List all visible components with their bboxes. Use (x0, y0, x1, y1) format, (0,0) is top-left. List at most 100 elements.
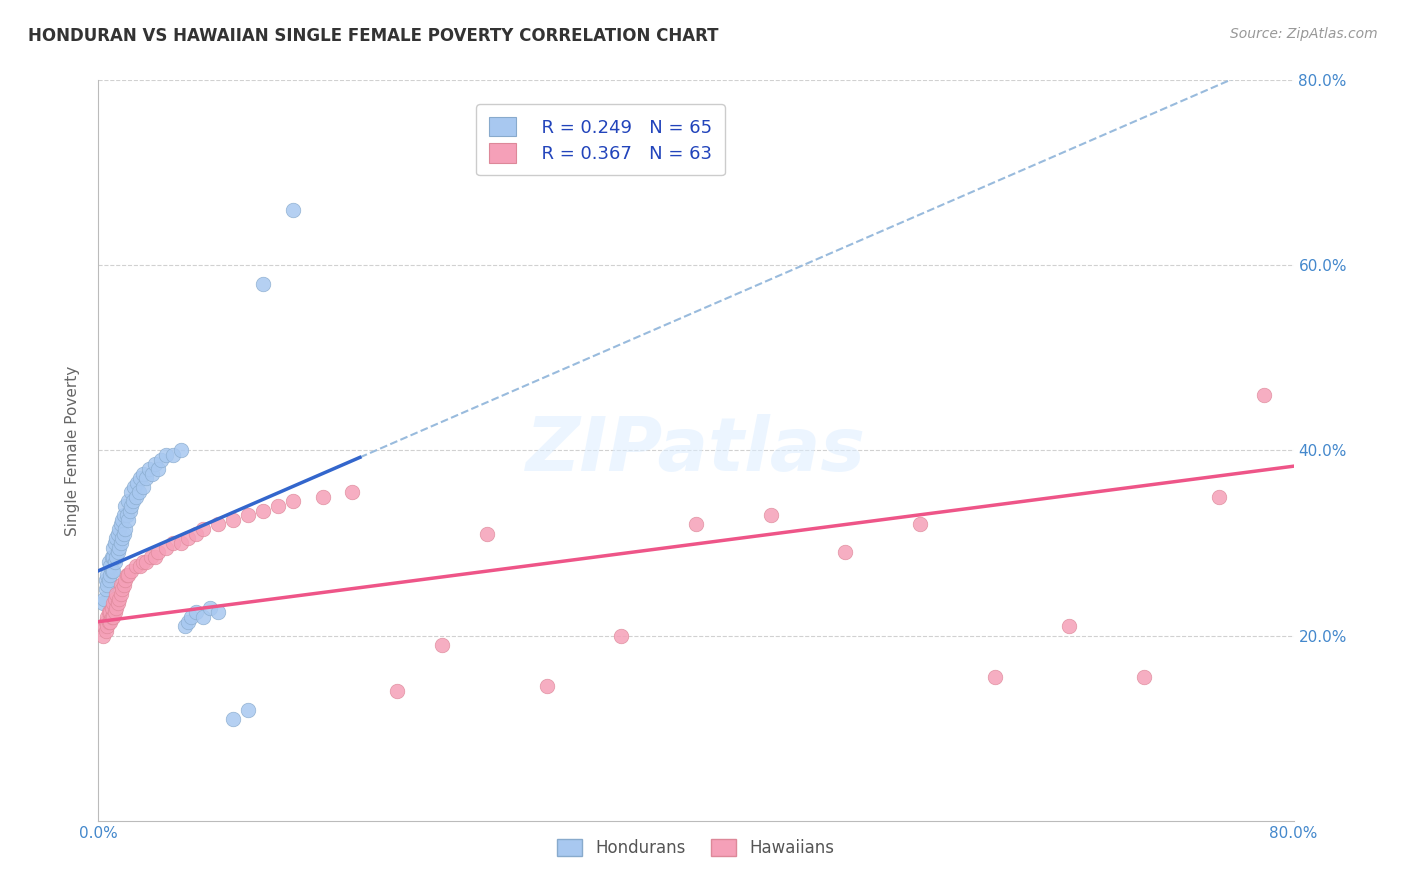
Text: ZIPatlas: ZIPatlas (526, 414, 866, 487)
Point (169, 536, 191, 550)
Point (143, 458, 166, 472)
Point (111, 513, 134, 527)
Point (110, 587, 132, 601)
Point (169, 443, 191, 458)
Point (685, 517, 707, 532)
Point (141, 467, 163, 481)
Point (105, 587, 128, 601)
Point (132, 467, 155, 481)
Point (105, 532, 128, 546)
Point (475, 526, 498, 541)
Point (112, 577, 135, 591)
Point (984, 670, 1007, 684)
Point (117, 494, 139, 508)
Point (207, 517, 229, 532)
Point (125, 490, 148, 504)
Point (759, 508, 782, 523)
Point (103, 549, 125, 564)
Point (536, 680, 558, 694)
Point (125, 559, 148, 574)
Point (118, 503, 141, 517)
Point (96, 610, 118, 624)
Y-axis label: Single Female Poverty: Single Female Poverty (65, 366, 80, 535)
Point (281, 494, 304, 508)
Point (162, 448, 184, 462)
Point (200, 600, 222, 615)
Point (98, 606, 122, 620)
Point (94, 582, 117, 597)
Point (111, 532, 134, 546)
Point (236, 508, 259, 523)
Point (121, 494, 143, 508)
Point (114, 522, 136, 536)
Point (93, 591, 115, 606)
Point (139, 549, 162, 564)
Point (132, 481, 155, 495)
Point (385, 684, 409, 698)
Point (180, 610, 202, 624)
Point (1059, 619, 1081, 633)
Point (117, 568, 139, 582)
Point (177, 532, 200, 546)
Point (834, 545, 856, 559)
Point (101, 610, 124, 624)
Point (104, 591, 127, 606)
Point (135, 471, 157, 485)
Point (105, 549, 128, 564)
Point (174, 619, 197, 633)
Point (177, 615, 200, 629)
Point (132, 554, 155, 569)
Point (115, 568, 138, 582)
Point (97, 606, 120, 620)
Point (148, 462, 170, 476)
Point (1253, 388, 1275, 402)
Point (908, 517, 931, 532)
Point (101, 600, 124, 615)
Point (94, 624, 117, 638)
Point (104, 606, 127, 620)
Point (112, 526, 135, 541)
Point (91, 596, 114, 610)
Point (267, 499, 290, 513)
Point (155, 448, 177, 462)
Point (107, 545, 129, 559)
Point (191, 522, 214, 536)
Point (114, 499, 136, 513)
Point (143, 549, 166, 564)
Point (103, 596, 125, 610)
Point (107, 596, 129, 610)
Legend: Hondurans, Hawaiians: Hondurans, Hawaiians (551, 832, 841, 864)
Point (222, 712, 245, 726)
Point (93, 619, 115, 633)
Point (311, 490, 333, 504)
Point (155, 541, 177, 555)
Point (110, 536, 132, 550)
Point (97, 615, 120, 629)
Point (222, 513, 245, 527)
Point (148, 545, 170, 559)
Point (96, 577, 118, 591)
Point (430, 638, 453, 652)
Point (94, 615, 117, 629)
Point (135, 554, 157, 569)
Point (108, 591, 131, 606)
Point (98, 559, 122, 574)
Point (184, 526, 207, 541)
Point (191, 610, 214, 624)
Point (120, 485, 142, 500)
Point (108, 522, 131, 536)
Point (98, 615, 122, 629)
Point (129, 471, 152, 485)
Point (252, 503, 274, 517)
Point (101, 549, 124, 564)
Point (105, 600, 128, 615)
Point (104, 554, 127, 569)
Point (207, 606, 229, 620)
Point (115, 508, 138, 523)
Point (111, 582, 134, 597)
Point (103, 610, 125, 624)
Point (112, 508, 135, 523)
Point (281, 202, 304, 217)
Point (120, 499, 142, 513)
Point (252, 277, 274, 291)
